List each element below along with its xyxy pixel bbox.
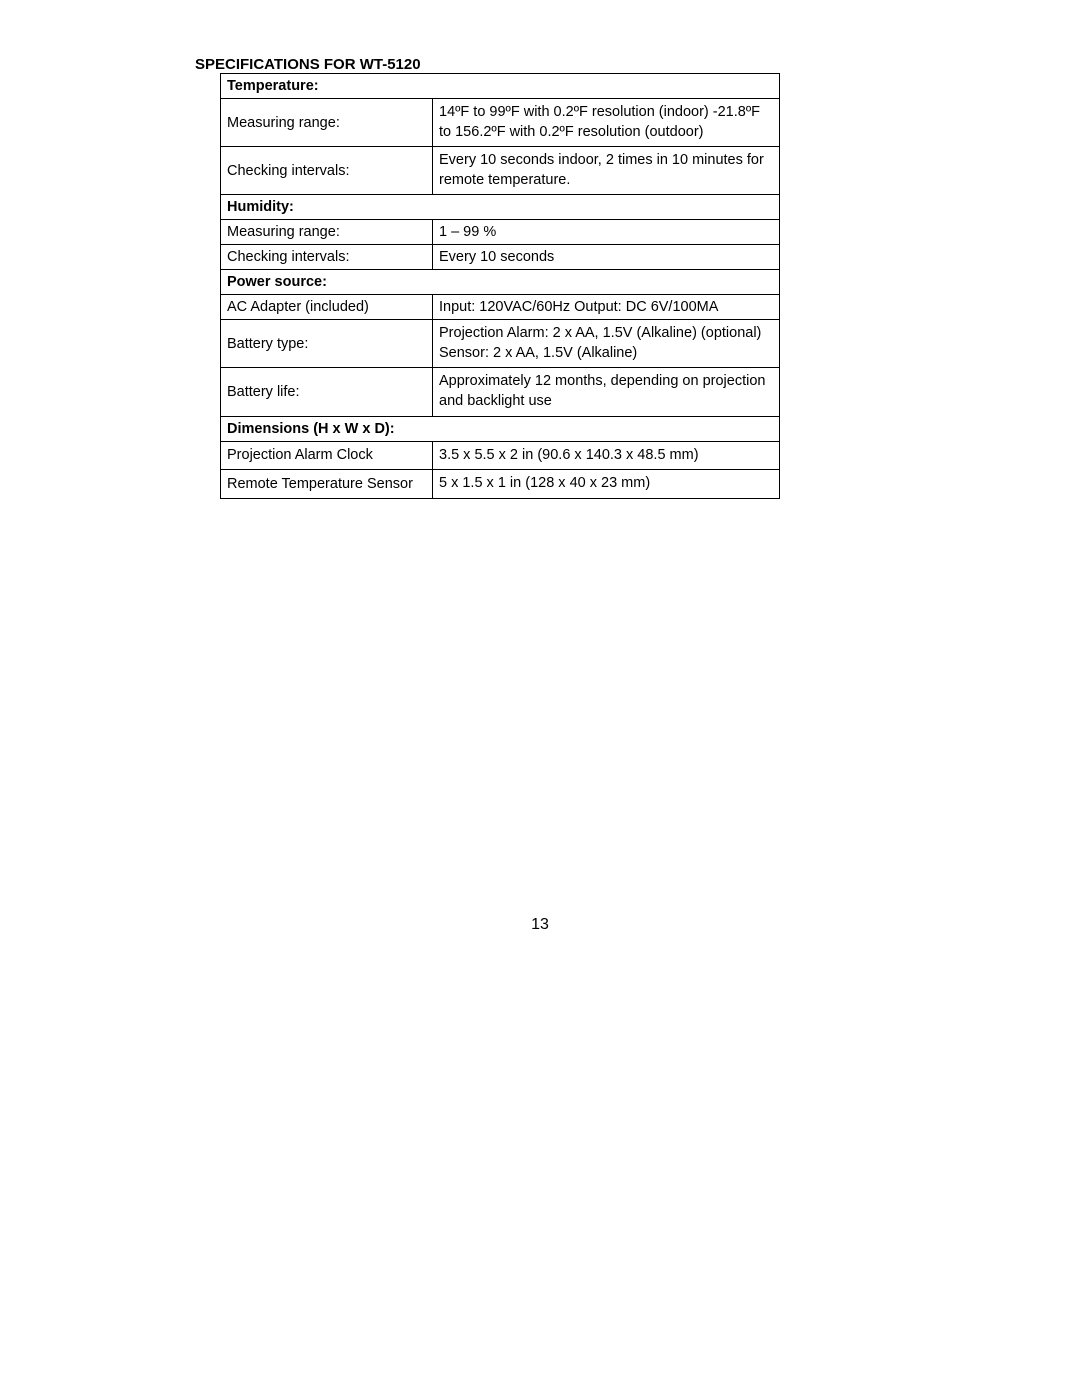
spec-label: Measuring range:	[221, 99, 433, 147]
table-row: AC Adapter (included) Input: 120VAC/60Hz…	[221, 295, 780, 320]
spec-value: Approximately 12 months, depending on pr…	[433, 368, 780, 416]
table-section-header: Power source:	[221, 270, 780, 295]
table-row: Measuring range: 14ºF to 99ºF with 0.2ºF…	[221, 99, 780, 147]
spec-label: Checking intervals:	[221, 147, 433, 195]
spec-label: Battery type:	[221, 320, 433, 368]
spec-value: Input: 120VAC/60Hz Output: DC 6V/100MA	[433, 295, 780, 320]
spec-value: 14ºF to 99ºF with 0.2ºF resolution (indo…	[433, 99, 780, 147]
spec-value: Every 10 seconds	[433, 245, 780, 270]
section-header-label: Power source:	[221, 270, 780, 295]
table-row: Checking intervals: Every 10 seconds	[221, 245, 780, 270]
spec-value: 5 x 1.5 x 1 in (128 x 40 x 23 mm)	[433, 470, 780, 499]
spec-value: Every 10 seconds indoor, 2 times in 10 m…	[433, 147, 780, 195]
spec-value: 1 – 99 %	[433, 220, 780, 245]
table-row: Measuring range: 1 – 99 %	[221, 220, 780, 245]
table-row: Remote Temperature Sensor 5 x 1.5 x 1 in…	[221, 470, 780, 499]
section-header-label: Dimensions (H x W x D):	[221, 416, 780, 441]
spec-label: Projection Alarm Clock	[221, 441, 433, 470]
table-row: Battery life: Approximately 12 months, d…	[221, 368, 780, 416]
spec-value: Projection Alarm: 2 x AA, 1.5V (Alkaline…	[433, 320, 780, 368]
spec-label: Remote Temperature Sensor	[221, 470, 433, 499]
table-row: Checking intervals: Every 10 seconds ind…	[221, 147, 780, 195]
spec-label: AC Adapter (included)	[221, 295, 433, 320]
page: SPECIFICATIONS FOR WT-5120 Temperature: …	[0, 0, 1080, 1397]
spec-value: 3.5 x 5.5 x 2 in (90.6 x 140.3 x 48.5 mm…	[433, 441, 780, 470]
specifications-title: SPECIFICATIONS FOR WT-5120	[195, 56, 1080, 73]
table-row: Battery type: Projection Alarm: 2 x AA, …	[221, 320, 780, 368]
section-header-label: Humidity:	[221, 195, 780, 220]
table-row: Projection Alarm Clock 3.5 x 5.5 x 2 in …	[221, 441, 780, 470]
specifications-table: Temperature: Measuring range: 14ºF to 99…	[220, 73, 780, 499]
section-header-label: Temperature:	[221, 74, 780, 99]
table-section-header: Humidity:	[221, 195, 780, 220]
table-section-header: Temperature:	[221, 74, 780, 99]
spec-label: Battery life:	[221, 368, 433, 416]
spec-label: Measuring range:	[221, 220, 433, 245]
spec-label: Checking intervals:	[221, 245, 433, 270]
table-section-header: Dimensions (H x W x D):	[221, 416, 780, 441]
page-number: 13	[0, 916, 1080, 934]
